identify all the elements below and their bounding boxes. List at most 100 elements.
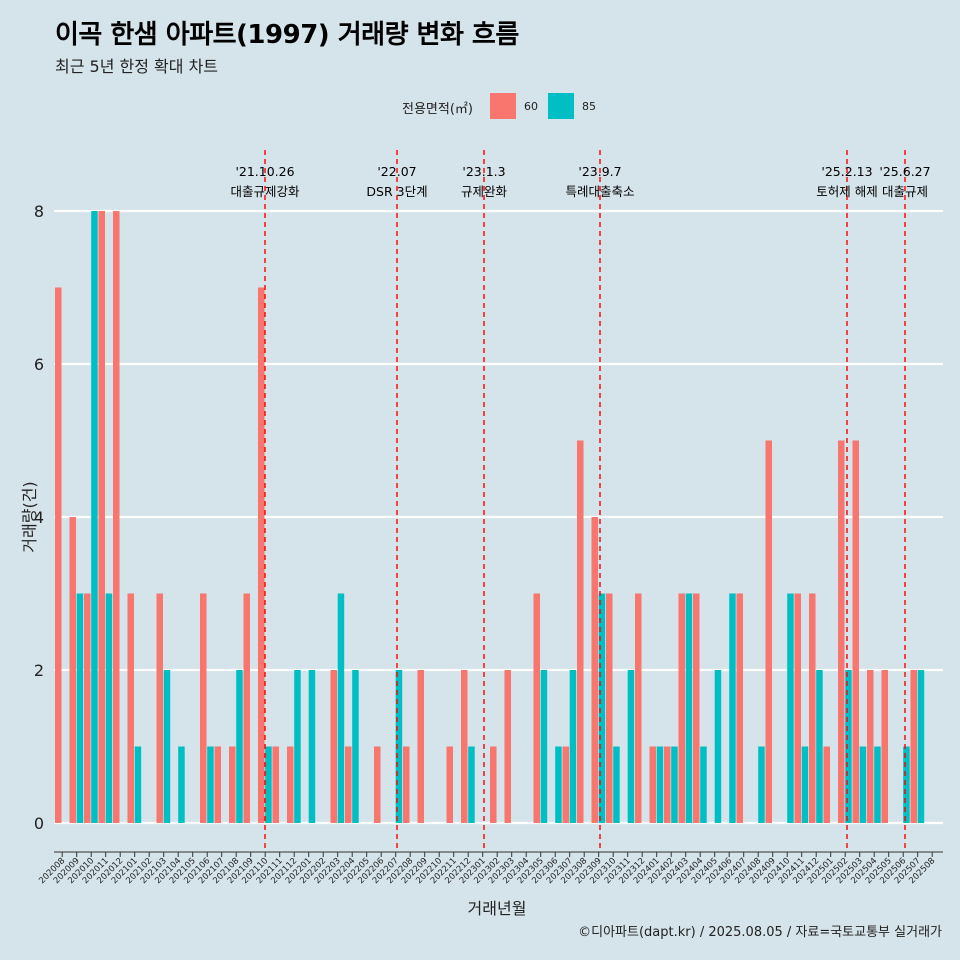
event-label-0: 대출규제강화 [230, 184, 300, 199]
bar-60-202411 [794, 593, 801, 823]
bar-85-202311 [627, 670, 635, 823]
bar-85-202404 [700, 746, 707, 823]
event-date-4: '25.2.13 [821, 164, 872, 179]
bar-60-202502 [838, 440, 845, 823]
legend-key-60 [490, 93, 516, 119]
bar-60-202302 [490, 746, 497, 823]
bar-60-202108 [229, 746, 236, 823]
bar-85-202306 [555, 746, 562, 823]
bar-85-202212 [468, 746, 475, 823]
bar-60-202303 [504, 670, 511, 823]
y-axis-title: 거래량(건) [20, 481, 39, 552]
bar-85-202009 [76, 593, 84, 823]
bar-85-202305 [540, 670, 548, 823]
y-tick-label-4: 4 [34, 508, 44, 527]
bar-85-202011 [105, 593, 113, 823]
bar-60-202407 [736, 593, 743, 823]
bar-85-202503 [859, 746, 867, 823]
x-axis-title: 거래년월 [468, 899, 527, 918]
bar-60-202009 [69, 517, 76, 823]
bar-60-202203 [330, 670, 337, 823]
bar-85-202410 [787, 593, 794, 823]
y-axis: 0 2 4 6 8 [34, 202, 44, 833]
legend-key-85 [548, 93, 574, 119]
bar-60-202507 [910, 670, 917, 823]
bar-85-202103 [163, 670, 171, 823]
event-label-2: 규제완화 [461, 184, 508, 199]
bar-60-202403 [678, 593, 685, 823]
bar-85-202506 [903, 746, 910, 823]
bar-60-202409 [765, 440, 772, 823]
y-tick-label-8: 8 [34, 202, 44, 221]
bar-60-202112 [287, 746, 294, 823]
y-tick-label-6: 6 [34, 355, 44, 374]
event-date-5: '25.6.27 [879, 164, 930, 179]
chart-title: 이곡 한샘 아파트(1997) 거래량 변화 흐름 [55, 20, 519, 50]
bar-60-202111 [272, 746, 279, 823]
bar-85-202010 [91, 211, 98, 823]
bar-85-202106 [207, 746, 214, 823]
bar-60-202103 [156, 593, 163, 823]
bar-60-202308 [577, 440, 584, 823]
legend-label-85: 85 [582, 100, 596, 113]
bar-85-202310 [613, 746, 620, 823]
bar-60-202212 [461, 670, 468, 823]
bar-60-202401 [649, 746, 656, 823]
legend-title: 전용면적(㎡) [402, 102, 473, 117]
event-label-5: 대출규제 [882, 184, 928, 199]
bar-60-202307 [562, 746, 569, 823]
bar-60-202404 [693, 593, 700, 823]
bar-85-202402 [671, 746, 678, 823]
bar-60-202101 [127, 593, 134, 823]
legend-label-60: 60 [524, 100, 538, 113]
bar-60-202204 [345, 746, 352, 823]
source-caption: ©디아파트(dapt.kr) / 2025.08.05 / 자료=국토교통부 실… [578, 925, 942, 940]
bar-60-202008 [55, 287, 62, 823]
bar-60-202309 [591, 517, 598, 823]
bar-85-202412 [816, 670, 823, 823]
bar-85-202112 [294, 670, 301, 823]
bar-60-202501 [823, 746, 830, 823]
bar-85-202108 [236, 670, 243, 823]
bar-85-202309 [598, 593, 606, 823]
bar-85-202403 [685, 593, 693, 823]
bar-60-202010 [84, 593, 91, 823]
bar-85-202101 [134, 746, 142, 823]
bar-60-202504 [867, 670, 874, 823]
bar-60-202402 [664, 746, 671, 823]
event-label-4: 토허제 해제 [816, 184, 877, 199]
bar-85-202110 [265, 746, 272, 823]
bar-85-202502 [845, 670, 852, 823]
bar-60-202110 [258, 287, 265, 823]
bar-85-202204 [352, 670, 359, 823]
bar-85-202405 [714, 670, 722, 823]
y-tick-label-2: 2 [34, 661, 44, 680]
bar-85-202406 [729, 593, 736, 823]
event-label-1: DSR 3단계 [366, 184, 427, 199]
bar-85-202307 [569, 670, 577, 823]
chart-subtitle: 최근 5년 한정 확대 차트 [55, 57, 219, 76]
bar-60-202011 [98, 211, 105, 823]
bars [55, 211, 925, 823]
bar-85-202507 [917, 670, 925, 823]
bar-60-202012 [113, 211, 120, 823]
bar-60-202106 [200, 593, 207, 823]
event-date-0: '21.10.26 [235, 164, 294, 179]
x-axis: 2020082020092020102020112020122021012021… [37, 851, 943, 886]
bar-60-202505 [881, 670, 888, 823]
event-date-1: '22.07 [377, 164, 416, 179]
bar-85-202401 [656, 746, 664, 823]
y-tick-label-0: 0 [34, 814, 44, 833]
bar-60-202412 [809, 593, 816, 823]
bar-60-202211 [446, 746, 453, 823]
bar-85-202201 [308, 670, 316, 823]
bar-60-202503 [852, 440, 859, 823]
bar-85-202203 [337, 593, 345, 823]
event-lines [264, 150, 906, 852]
bar-60-202206 [374, 746, 381, 823]
event-annotations: '21.10.26 대출규제강화 '22.07 DSR 3단계 '23.1.3 규제완화 '… [230, 164, 930, 199]
bar-85-202411 [801, 746, 809, 823]
bar-85-202207 [395, 670, 403, 823]
bar-60-202208 [403, 746, 410, 823]
